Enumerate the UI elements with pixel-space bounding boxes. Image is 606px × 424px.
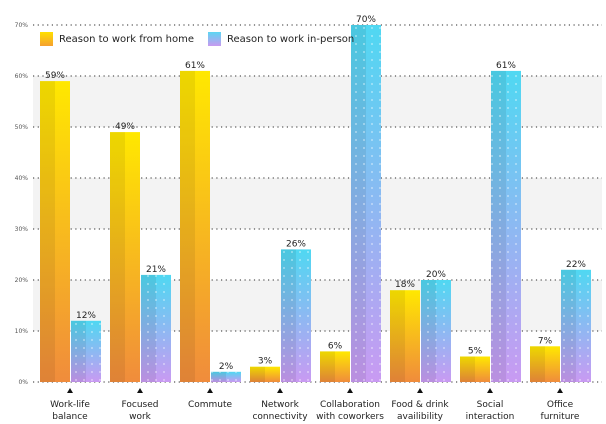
bar-in-person-pattern — [351, 25, 381, 382]
y-tick-label: 10% — [15, 328, 29, 335]
data-label: 6% — [328, 341, 343, 351]
data-label: 7% — [538, 336, 553, 346]
bar-home-shade — [460, 356, 475, 382]
bar-in-person-pattern — [281, 249, 311, 382]
data-label: 61% — [496, 61, 516, 71]
x-tick-label: interaction — [466, 412, 515, 422]
category-marker-icon — [207, 388, 213, 393]
data-label: 22% — [566, 260, 586, 270]
bar-home-shade — [320, 351, 335, 382]
bar-home — [110, 132, 140, 382]
x-tick-label: furniture — [541, 412, 580, 422]
data-label: 70% — [356, 15, 376, 25]
y-tick-label: 30% — [15, 226, 29, 233]
x-tick-label: Focused — [122, 400, 159, 410]
bar-home — [250, 366, 280, 382]
legend-label-in-person: Reason to work in-person — [227, 33, 355, 45]
data-label: 61% — [185, 61, 205, 71]
bar-home-shade — [390, 290, 405, 382]
bar-in-person-pattern — [211, 371, 241, 382]
bar-home — [180, 70, 210, 383]
data-label: 26% — [286, 239, 306, 249]
bar-in-person-pattern — [71, 320, 101, 382]
bar-in-person-pattern — [421, 280, 451, 382]
bar-home-shade — [530, 346, 545, 382]
bar-in-person-pattern — [561, 269, 591, 382]
bar-home — [40, 81, 70, 382]
x-tick-label: connectivity — [252, 412, 308, 422]
data-label: 59% — [45, 71, 65, 81]
data-label: 2% — [219, 362, 234, 372]
legend-item-in-person: Reason to work in-person — [208, 32, 354, 46]
x-tick-label: Collaboration — [320, 400, 380, 410]
data-label: 20% — [426, 270, 446, 280]
data-label: 12% — [76, 311, 96, 321]
legend: Reason to work from home Reason to work … — [40, 32, 354, 46]
y-tick-label: 40% — [15, 175, 29, 182]
y-tick-label: 70% — [15, 22, 29, 29]
data-label: 18% — [395, 280, 415, 290]
x-tick-label: Network — [261, 400, 299, 410]
y-tick-label: 50% — [15, 124, 29, 131]
bar-home — [460, 356, 490, 382]
x-tick-label: Work-life — [50, 400, 90, 410]
bar-home — [530, 346, 560, 382]
bar-in-person-pattern — [141, 274, 171, 382]
category-marker-icon — [347, 388, 353, 393]
data-label: 3% — [258, 357, 273, 367]
y-tick-label: 0% — [18, 379, 28, 386]
bar-home-shade — [110, 132, 125, 382]
x-tick-label: availibility — [397, 412, 444, 422]
legend-label-home: Reason to work from home — [59, 33, 195, 45]
data-label: 49% — [115, 122, 135, 132]
y-tick-label: 20% — [15, 277, 29, 284]
data-label: 21% — [146, 265, 166, 275]
bar-home-shade — [40, 81, 55, 382]
category-marker-icon — [557, 388, 563, 393]
x-tick-label: Social — [477, 400, 504, 410]
x-tick-label: with coworkers — [316, 412, 384, 422]
category-marker-icon — [417, 388, 423, 393]
x-tick-label: Office — [547, 400, 574, 410]
category-marker-icon — [277, 388, 283, 393]
bar-in-person-pattern — [491, 70, 521, 383]
category-marker-icon — [487, 388, 493, 393]
bar-home-shade — [180, 70, 195, 383]
x-tick-label: work — [129, 412, 152, 422]
data-label: 5% — [468, 347, 483, 357]
legend-item-home: Reason to work from home — [40, 32, 194, 46]
category-marker-icon — [67, 388, 73, 393]
bar-home — [320, 351, 350, 382]
y-tick-label: 60% — [15, 73, 29, 80]
legend-swatch-in-person — [208, 32, 222, 46]
category-marker-icon — [137, 388, 143, 393]
bar-home — [390, 290, 420, 382]
x-tick-label: Food & drink — [391, 400, 449, 410]
legend-swatch-home — [40, 32, 53, 46]
x-tick-label: balance — [52, 412, 88, 422]
bar-home-shade — [250, 366, 265, 382]
x-tick-label: Commute — [188, 400, 233, 410]
